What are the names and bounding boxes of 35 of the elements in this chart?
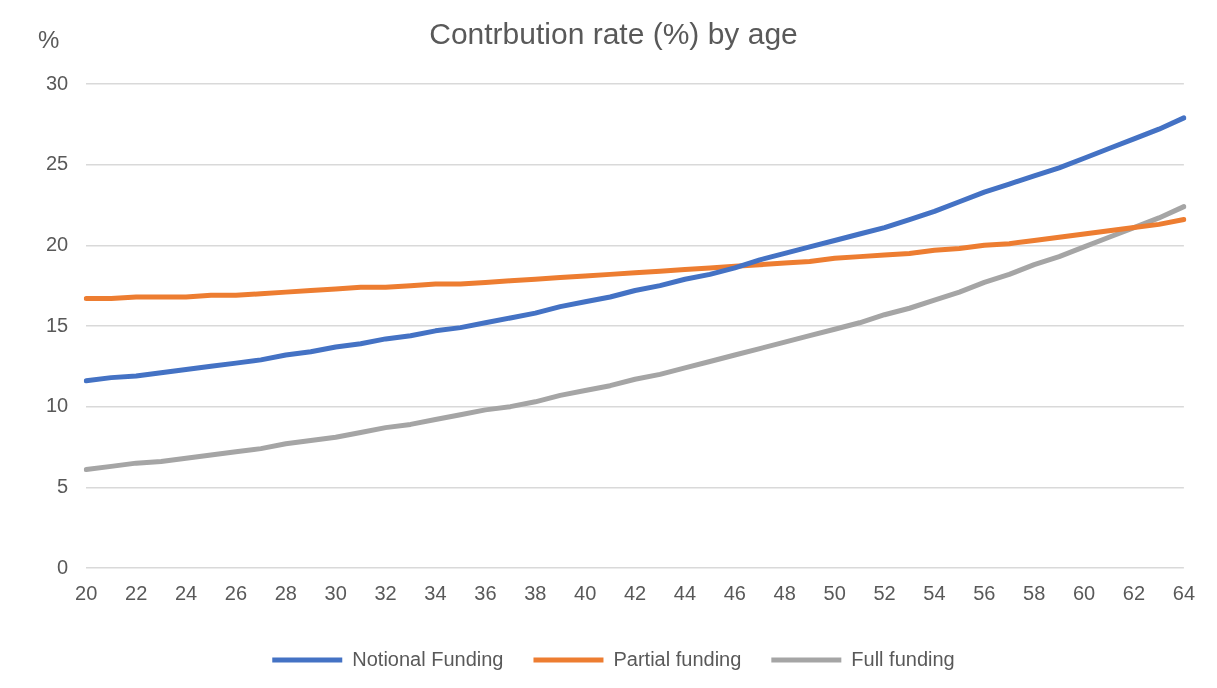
y-tick-label: 5	[57, 474, 69, 497]
x-tick-label: 30	[324, 581, 347, 604]
y-tick-label: 15	[46, 313, 69, 336]
x-tick-label: 48	[773, 581, 796, 604]
x-tick-label: 46	[723, 581, 746, 604]
x-tick-label: 34	[424, 581, 447, 604]
x-tick-label: 22	[125, 581, 148, 604]
x-tick-label: 42	[623, 581, 647, 604]
legend-label: Notional Funding	[352, 647, 504, 670]
y-axis-title: %	[38, 26, 60, 54]
x-tick-label: 52	[873, 581, 896, 604]
x-tick-label: 50	[823, 581, 846, 604]
x-tick-label: 20	[75, 581, 98, 604]
y-tick-label: 10	[46, 394, 69, 417]
x-tick-label: 62	[1122, 581, 1146, 604]
legend-label: Full funding	[851, 647, 955, 670]
legend-label: Partial funding	[613, 647, 742, 670]
chart-title: Contrbution rate (%) by age	[429, 17, 798, 51]
x-tick-label: 38	[524, 581, 547, 604]
x-tick-label: 44	[673, 581, 697, 604]
x-tick-label: 28	[274, 581, 297, 604]
x-tick-label: 64	[1172, 581, 1195, 604]
y-tick-label: 0	[57, 555, 69, 578]
x-tick-label: 56	[973, 581, 996, 604]
y-tick-label: 25	[46, 152, 69, 175]
x-tick-label: 36	[474, 581, 497, 604]
y-tick-label: 20	[46, 232, 69, 255]
x-tick-label: 32	[374, 581, 397, 604]
y-tick-label: 30	[46, 71, 69, 94]
x-tick-label: 24	[174, 581, 198, 604]
x-tick-label: 40	[574, 581, 597, 604]
x-tick-label: 54	[923, 581, 946, 604]
x-tick-label: 60	[1072, 581, 1096, 604]
x-tick-label: 58	[1023, 581, 1046, 604]
x-tick-label: 26	[224, 581, 248, 604]
